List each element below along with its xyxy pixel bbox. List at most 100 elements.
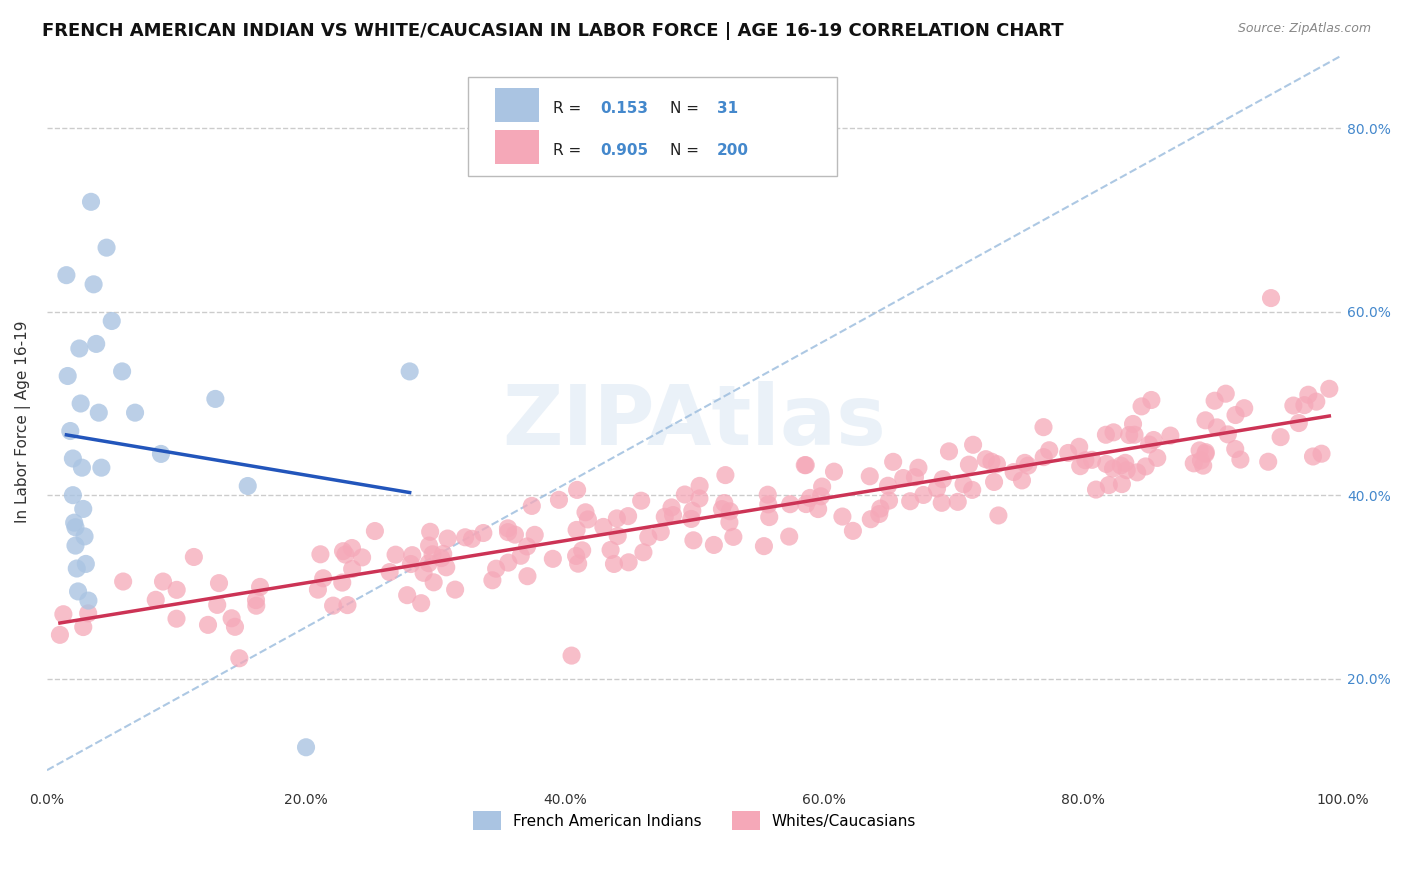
Point — [1257, 455, 1279, 469]
Point — [794, 497, 817, 511]
Text: R =: R = — [554, 101, 586, 116]
Point — [637, 530, 659, 544]
Point — [332, 544, 354, 558]
Point — [831, 509, 853, 524]
Point — [606, 529, 628, 543]
Point — [70, 460, 93, 475]
Point — [1270, 430, 1292, 444]
Point — [548, 492, 571, 507]
Text: Source: ZipAtlas.com: Source: ZipAtlas.com — [1237, 22, 1371, 36]
Point — [411, 596, 433, 610]
Point — [461, 532, 484, 546]
Point — [364, 524, 387, 538]
Point — [952, 477, 974, 491]
Point — [100, 314, 122, 328]
Point — [419, 524, 441, 539]
Point — [779, 497, 801, 511]
Point — [842, 524, 865, 538]
Point — [454, 530, 477, 544]
Point — [166, 582, 188, 597]
Point — [396, 588, 419, 602]
Point — [72, 502, 94, 516]
Point — [472, 526, 495, 541]
Legend: French American Indians, Whites/Caucasians: French American Indians, Whites/Caucasia… — [467, 805, 922, 836]
Point — [1032, 450, 1054, 464]
Point — [1002, 465, 1025, 479]
Point — [65, 539, 87, 553]
Point — [430, 551, 453, 566]
Point — [221, 611, 243, 625]
FancyBboxPatch shape — [495, 88, 538, 121]
Point — [422, 575, 444, 590]
Point — [898, 494, 921, 508]
Text: FRENCH AMERICAN INDIAN VS WHITE/CAUCASIAN IN LABOR FORCE | AGE 16-19 CORRELATION: FRENCH AMERICAN INDIAN VS WHITE/CAUCASIA… — [42, 22, 1064, 40]
Point — [877, 493, 900, 508]
Point — [1032, 420, 1054, 434]
Point — [1102, 461, 1125, 475]
Point — [957, 458, 980, 472]
Point — [1069, 459, 1091, 474]
Point — [592, 520, 614, 534]
Point — [688, 491, 710, 506]
Point — [565, 523, 588, 537]
Point — [778, 530, 800, 544]
Point — [145, 592, 167, 607]
Point — [65, 520, 87, 534]
Point — [938, 444, 960, 458]
Point — [912, 488, 935, 502]
Point — [962, 438, 984, 452]
Point — [1095, 457, 1118, 471]
Point — [662, 508, 685, 522]
Point — [418, 539, 440, 553]
FancyBboxPatch shape — [468, 77, 837, 176]
Point — [756, 497, 779, 511]
Point — [330, 575, 353, 590]
Point — [1194, 413, 1216, 427]
Point — [974, 452, 997, 467]
Point — [758, 510, 780, 524]
Point — [208, 576, 231, 591]
Point — [66, 561, 89, 575]
Point — [576, 512, 599, 526]
Point — [309, 547, 332, 561]
Point — [960, 483, 983, 497]
Point — [1225, 408, 1247, 422]
Point — [869, 501, 891, 516]
Point — [1192, 458, 1215, 473]
Point — [1137, 437, 1160, 451]
Text: N =: N = — [671, 143, 704, 158]
Point — [56, 369, 79, 384]
Point — [567, 557, 589, 571]
Point — [689, 479, 711, 493]
Point — [197, 618, 219, 632]
Point — [1118, 428, 1140, 442]
Point — [52, 607, 75, 622]
Point — [1317, 382, 1340, 396]
Text: 0.153: 0.153 — [600, 101, 648, 116]
Point — [67, 342, 90, 356]
Point — [1215, 386, 1237, 401]
Point — [249, 580, 271, 594]
Point — [810, 489, 832, 503]
Point — [62, 488, 84, 502]
Point — [84, 337, 107, 351]
Point — [793, 458, 815, 472]
Point — [1146, 450, 1168, 465]
Point — [152, 574, 174, 589]
Point — [603, 557, 626, 571]
Point — [1302, 450, 1324, 464]
Point — [661, 500, 683, 515]
Point — [931, 496, 953, 510]
Point — [1260, 291, 1282, 305]
Point — [481, 574, 503, 588]
Y-axis label: In Labor Force | Age 16-19: In Labor Force | Age 16-19 — [15, 320, 31, 523]
Point — [496, 521, 519, 535]
Point — [1114, 456, 1136, 470]
Point — [498, 556, 520, 570]
Point — [807, 502, 830, 516]
Text: 200: 200 — [717, 143, 748, 158]
Point — [925, 482, 948, 496]
Point — [1294, 398, 1316, 412]
Point — [811, 480, 834, 494]
Point — [312, 571, 335, 585]
